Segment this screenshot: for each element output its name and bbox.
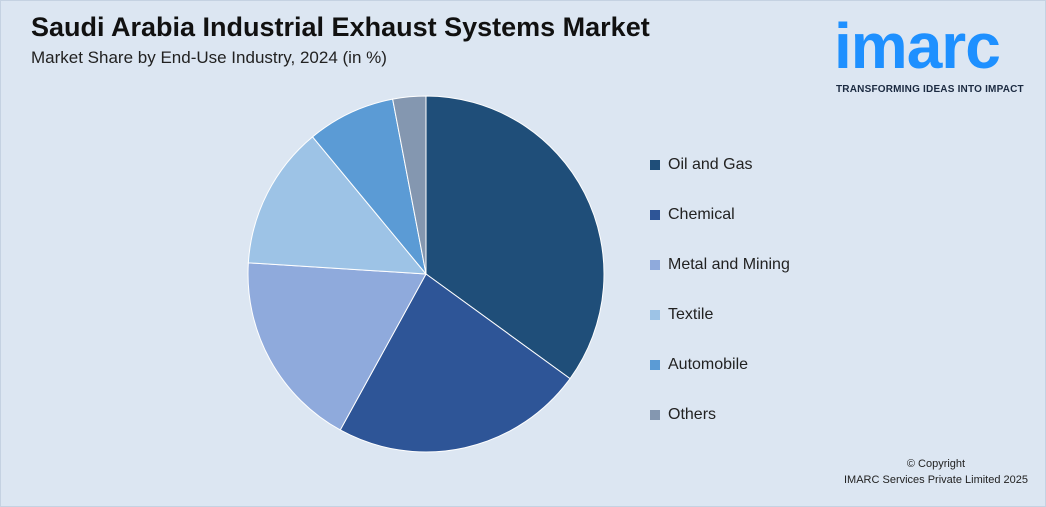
logo-tagline: TRANSFORMING IDEAS INTO IMPACT <box>836 84 1024 95</box>
pie-slice-oil-and-gas <box>425 95 605 380</box>
legend-swatch <box>650 360 660 370</box>
logo-wordmark: imarc <box>834 10 1001 82</box>
pie-slice-others <box>392 95 427 275</box>
legend-label: Chemical <box>668 206 735 223</box>
pie-slice-chemical <box>339 273 571 453</box>
legend-swatch <box>650 210 660 220</box>
legend-swatch <box>650 160 660 170</box>
chart-subtitle: Market Share by End-Use Industry, 2024 (… <box>31 48 387 67</box>
legend-item-others: Others <box>650 390 790 440</box>
imarc-logo: imarc TRANSFORMING IDEAS INTO IMPACT <box>830 10 1036 98</box>
legend-label: Metal and Mining <box>668 256 790 273</box>
copyright-line-2: IMARC Services Private Limited 2025 <box>843 474 1028 486</box>
pie-slice-metal-and-mining <box>247 262 427 431</box>
legend-item-metal-and-mining: Metal and Mining <box>650 240 790 290</box>
copyright-notice: © Copyright IMARC Services Private Limit… <box>844 456 1028 488</box>
legend-label: Automobile <box>668 356 749 373</box>
copyright-line-1: © Copyright <box>906 458 966 470</box>
legend-item-textile: Textile <box>650 290 790 340</box>
legend-swatch <box>650 310 660 320</box>
legend-label: Oil and Gas <box>668 156 753 173</box>
pie-slice-textile <box>247 136 428 275</box>
chart-legend: Oil and Gas Chemical Metal and Mining Texti… <box>650 140 790 440</box>
legend-label: Textile <box>668 306 714 323</box>
legend-swatch <box>650 410 660 420</box>
legend-item-chemical: Chemical <box>650 190 790 240</box>
legend-swatch <box>650 260 660 270</box>
legend-label: Others <box>668 406 717 423</box>
legend-item-automobile: Automobile <box>650 340 790 390</box>
chart-title: Saudi Arabia Industrial Exhaust Systems … <box>31 12 650 42</box>
legend-item-oil-and-gas: Oil and Gas <box>650 140 790 190</box>
pie-slice-automobile <box>311 98 427 275</box>
